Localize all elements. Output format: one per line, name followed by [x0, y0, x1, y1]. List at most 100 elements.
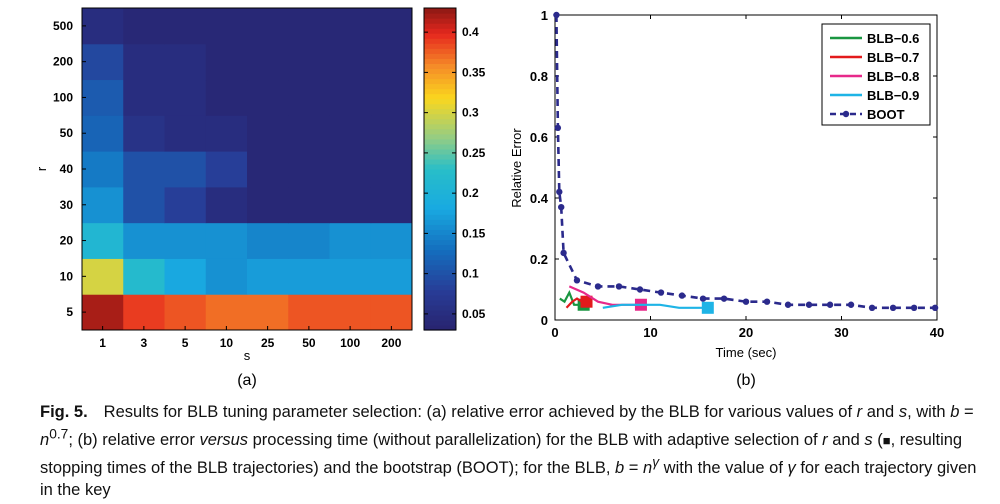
heatmap-cell [329, 186, 372, 224]
colorbar-segment [424, 53, 456, 59]
colorbar-segment [424, 224, 456, 230]
series-boot-point [931, 304, 939, 311]
caption-fragment: γ [787, 459, 796, 477]
colorbar-frame [423, 7, 457, 331]
heatmap-cell [288, 115, 330, 152]
colorbar-segment [424, 254, 456, 261]
colorbar-segment [424, 294, 456, 301]
series-boot-point [615, 283, 623, 290]
colorbar-segment [424, 259, 456, 266]
legend-boot-marker [842, 110, 850, 118]
figure-caption: Fig. 5. Results for BLB tuning parameter … [40, 402, 988, 501]
heatmap-y-tick-label: 5 [66, 305, 73, 319]
heatmap-cell [370, 115, 413, 152]
colorbar-segment [424, 174, 456, 180]
heatmap-cell [123, 222, 165, 259]
colorbar-segment [424, 179, 456, 185]
heatmap-cell [82, 186, 124, 224]
heatmap-x-tick-label: 25 [261, 336, 275, 350]
line-plot-x-tick-label: 40 [930, 325, 944, 340]
heatmap-cell [82, 294, 124, 331]
heatmap-cell [329, 151, 372, 188]
caption-fragment: versus [199, 431, 249, 449]
caption-fragment: b [950, 403, 960, 421]
series-boot-point [554, 124, 562, 132]
heatmap-cells [82, 8, 413, 331]
heatmap-cell [205, 8, 248, 45]
heatmap-x-tick-label: 50 [302, 336, 316, 350]
colorbar-segment [424, 28, 456, 34]
colorbar-segment [424, 163, 456, 170]
colorbar-segment [424, 264, 456, 271]
colorbar-segment [424, 143, 456, 150]
heatmap-cell [247, 43, 289, 81]
heatmap-cell [164, 294, 207, 331]
heatmap-cell [370, 186, 413, 224]
line-plot-y-tick-label: 0.6 [530, 130, 548, 145]
legend-blb-0-8-label: BLB−0.8 [867, 69, 919, 84]
series-boot-point [763, 298, 771, 305]
caption-text: Results for BLB tuning parameter selecti… [40, 403, 976, 499]
heatmap-cell [205, 79, 248, 116]
caption-fragment: Results for BLB tuning parameter selecti… [103, 403, 857, 421]
series-blb-0-9-stop-marker [701, 301, 714, 314]
colorbar-segment [424, 18, 456, 24]
heatmap-cell [164, 258, 207, 295]
colorbar-segment [424, 63, 456, 69]
heatmap-cell [164, 186, 207, 224]
colorbar-segment [424, 38, 456, 44]
colorbar-segment [424, 108, 456, 115]
colorbar-segment [424, 88, 456, 95]
caption-fragment: b [615, 459, 625, 477]
colorbar-segment [424, 229, 456, 236]
colorbar-tick-label: 0.2 [462, 186, 479, 200]
heatmap-cell [123, 258, 165, 295]
heatmap-x-tick-label: 10 [220, 336, 234, 350]
colorbar-tick-label: 0.15 [462, 226, 486, 240]
colorbar-segment [424, 73, 456, 80]
caption-fragment: = [959, 403, 974, 421]
colorbar-segment [424, 43, 456, 49]
colorbar-segment [424, 239, 456, 246]
heatmap-cell [288, 151, 330, 188]
heatmap-cell [123, 294, 165, 331]
colorbar-segment [424, 123, 456, 130]
caption-fragment: n [643, 459, 653, 477]
series-blb-0-9-line [602, 303, 708, 309]
series-boot-point [889, 304, 897, 311]
heatmap-y-tick-label: 30 [60, 198, 74, 212]
line-plot-x-axis-label: Time (sec) [716, 345, 777, 360]
heatmap-cell [82, 79, 124, 116]
colorbar-segment [424, 269, 456, 276]
colorbar-tick-label: 0.1 [462, 267, 479, 281]
line-plot-x-tick-label: 30 [834, 325, 848, 340]
colorbar-tick-label: 0.35 [462, 65, 486, 79]
colorbar-segment [424, 204, 456, 210]
panel-a-label: (a) [237, 372, 257, 389]
colorbar-segment [424, 194, 456, 200]
colorbar-segment [424, 83, 456, 90]
series-boot-point [826, 301, 834, 308]
heatmap-cell [247, 115, 289, 152]
heatmap-x-ticks: 1 3 5 10 25 50 100 200 [99, 326, 402, 350]
heatmap-cell [123, 8, 165, 45]
colorbar-segment [424, 184, 456, 190]
heatmap-cell [247, 294, 289, 331]
heatmap-cell [329, 79, 372, 116]
series-boot-point [560, 249, 567, 257]
colorbar-segment [424, 128, 456, 135]
series-boot-point [678, 292, 686, 299]
caption-fragment: ; (b) relative error [68, 431, 200, 449]
heatmap-cell [205, 43, 248, 81]
colorbar [424, 8, 456, 331]
heatmap-y-ticks: 5 10 20 30 40 50 100 200 500 [53, 19, 86, 319]
line-plot-y-tick-label: 0.4 [530, 191, 549, 206]
colorbar-segment [424, 23, 456, 29]
heatmap-cell [329, 294, 372, 331]
colorbar-segment [424, 309, 456, 316]
heatmap-cell [288, 294, 330, 331]
line-plot-x-ticks: 0 10 20 30 40 [551, 15, 944, 340]
caption-fragment: ( [872, 431, 883, 449]
heatmap-cell [123, 186, 165, 224]
heatmap-cell [247, 8, 289, 45]
